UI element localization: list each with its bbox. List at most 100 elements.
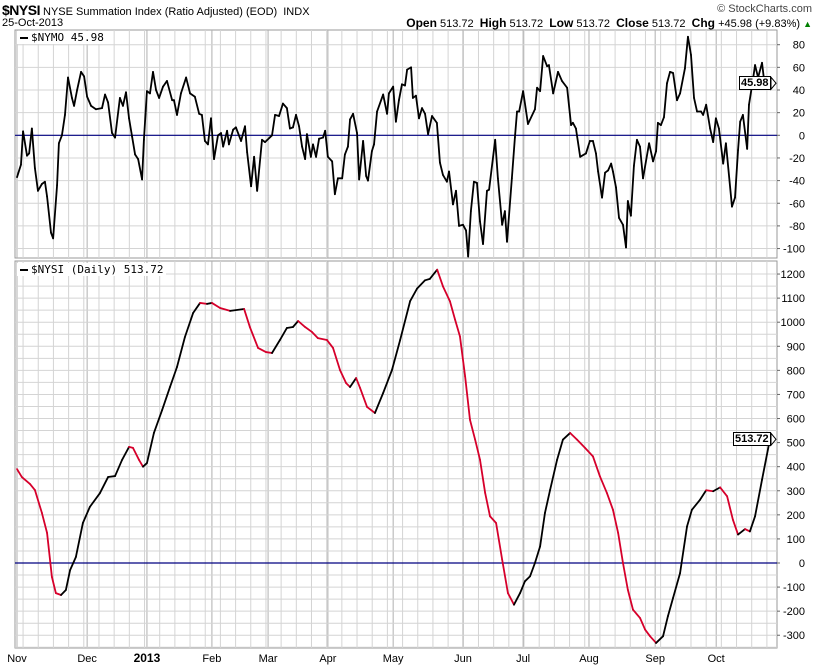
nysi-line-segment — [382, 369, 393, 394]
nysi-line-segment — [662, 615, 669, 638]
nymo-line-segment — [246, 151, 252, 188]
nysi-line-segment — [51, 576, 57, 594]
y-tick-label: -80 — [789, 221, 805, 233]
x-tick-label: Sep — [645, 653, 665, 665]
nymo-line-segment — [282, 102, 288, 110]
nymo-line-segment — [462, 223, 467, 232]
nymo-line-segment — [278, 102, 284, 117]
close-value: 513.72 — [651, 18, 686, 30]
nymo-line-segment — [615, 186, 620, 219]
nysi-line-segment — [699, 489, 708, 501]
nymo-line-segment — [61, 114, 66, 137]
nysi-panel: 1200110010009008007006005004003002001000… — [14, 260, 805, 649]
nysi-line-segment — [556, 438, 564, 461]
nysi-line-segment — [199, 302, 208, 305]
y-tick-label: 300 — [787, 486, 805, 498]
nysi-line-segment — [355, 377, 361, 389]
nysi-line-segment — [592, 455, 601, 478]
nysi-line-segment — [549, 458, 559, 491]
nymo-line-segment — [494, 138, 499, 180]
nysi-line-segment — [279, 327, 288, 341]
nysi-last-value-tag: 513.72 — [733, 432, 771, 447]
nymo-line-segment — [210, 117, 215, 160]
value-tag-pointer — [770, 431, 777, 447]
y-tick-label: 1200 — [781, 269, 805, 281]
nymo-line-segment — [693, 97, 698, 113]
nymo-legend-label: $NYMO 45.98 — [31, 31, 104, 44]
nysi-line-segment — [292, 320, 300, 328]
y-tick-label: 900 — [787, 341, 805, 353]
nysi-line-segment — [271, 339, 281, 354]
nymo-line-segment — [343, 145, 349, 156]
nymo-line-segment — [585, 140, 591, 155]
nymo-line-segment — [757, 61, 763, 79]
nymo-line-segment — [341, 153, 346, 180]
nymo-line-segment — [352, 112, 358, 134]
nysi-line-segment — [712, 486, 722, 493]
nymo-line-segment — [228, 128, 235, 146]
x-tick-label: Oct — [708, 653, 725, 665]
nysi-line-segment — [561, 432, 572, 441]
up-arrow-icon: ▲ — [803, 19, 812, 29]
nymo-line-segment — [114, 97, 121, 139]
y-tick-label: 80 — [793, 40, 805, 52]
x-tick-label: Nov — [7, 653, 27, 665]
nymo-line-segment — [525, 110, 529, 125]
nysi-line-segment — [569, 432, 579, 441]
chg-value: +45.98 (+9.83%) — [718, 18, 801, 30]
nymo-line-segment — [304, 133, 308, 160]
nymo-line-segment — [128, 117, 133, 138]
nysi-line-segment — [705, 489, 715, 493]
nymo-line-segment — [141, 138, 145, 181]
nymo-line-segment — [376, 93, 385, 113]
symbol: $NYSI — [2, 2, 40, 18]
nymo-line-segment — [134, 153, 140, 160]
high-label: High — [479, 16, 507, 30]
nymo-line-segment — [185, 76, 191, 95]
nysi-line-segment — [243, 308, 251, 328]
nymo-line-segment — [331, 160, 336, 196]
x-tick-label: Aug — [579, 653, 599, 665]
quote-summary: Open 513.72 High 513.72 Low 513.72 Close… — [406, 16, 812, 30]
nymo-line-segment — [158, 85, 164, 99]
nymo-line-segment — [539, 55, 545, 93]
nysi-line-segment — [219, 307, 232, 312]
y-tick-label: 400 — [787, 462, 805, 474]
nymo-line-segment — [67, 76, 73, 99]
nysi-line-segment — [169, 366, 178, 388]
nysi-line-segment — [211, 302, 222, 309]
nymo-line-segment — [629, 164, 635, 217]
y-tick-label: 700 — [787, 389, 805, 401]
nymo-last-value-tag: 45.98 — [739, 76, 771, 91]
nysi-line-segment — [576, 438, 586, 449]
nymo-line-segment — [660, 116, 665, 127]
nymo-line-segment — [731, 196, 736, 208]
nysi-line-segment — [667, 597, 674, 618]
nymo-line-segment — [518, 90, 525, 113]
nysi-line-segment — [626, 588, 634, 611]
nymo-line-segment — [189, 92, 196, 98]
nysi-line-segment — [265, 351, 273, 354]
y-tick-label: -300 — [783, 630, 805, 642]
nysi-line-segment — [192, 302, 201, 314]
nysi-line-segment — [731, 518, 739, 536]
nysi-line-segment — [60, 589, 67, 596]
y-tick-label: 100 — [787, 534, 805, 546]
nymo-line-segment — [226, 129, 230, 146]
low-value: 513.72 — [576, 18, 611, 30]
nymo-line-segment — [356, 132, 361, 181]
nymo-line-segment — [663, 82, 668, 119]
nysi-line-segment — [544, 488, 552, 514]
nysi-line-segment — [54, 592, 62, 596]
nymo-line-segment — [234, 126, 242, 142]
y-tick-label: 40 — [793, 85, 805, 97]
nymo-line-segment — [107, 101, 113, 134]
nymo-line-segment — [22, 130, 28, 157]
nymo-line-segment — [131, 135, 137, 156]
nymo-line-segment — [482, 189, 488, 245]
nymo-line-segment — [367, 150, 373, 182]
nymo-line-segment — [742, 114, 749, 150]
nymo-line-segment — [687, 35, 692, 56]
x-tick-label: Feb — [202, 653, 221, 665]
